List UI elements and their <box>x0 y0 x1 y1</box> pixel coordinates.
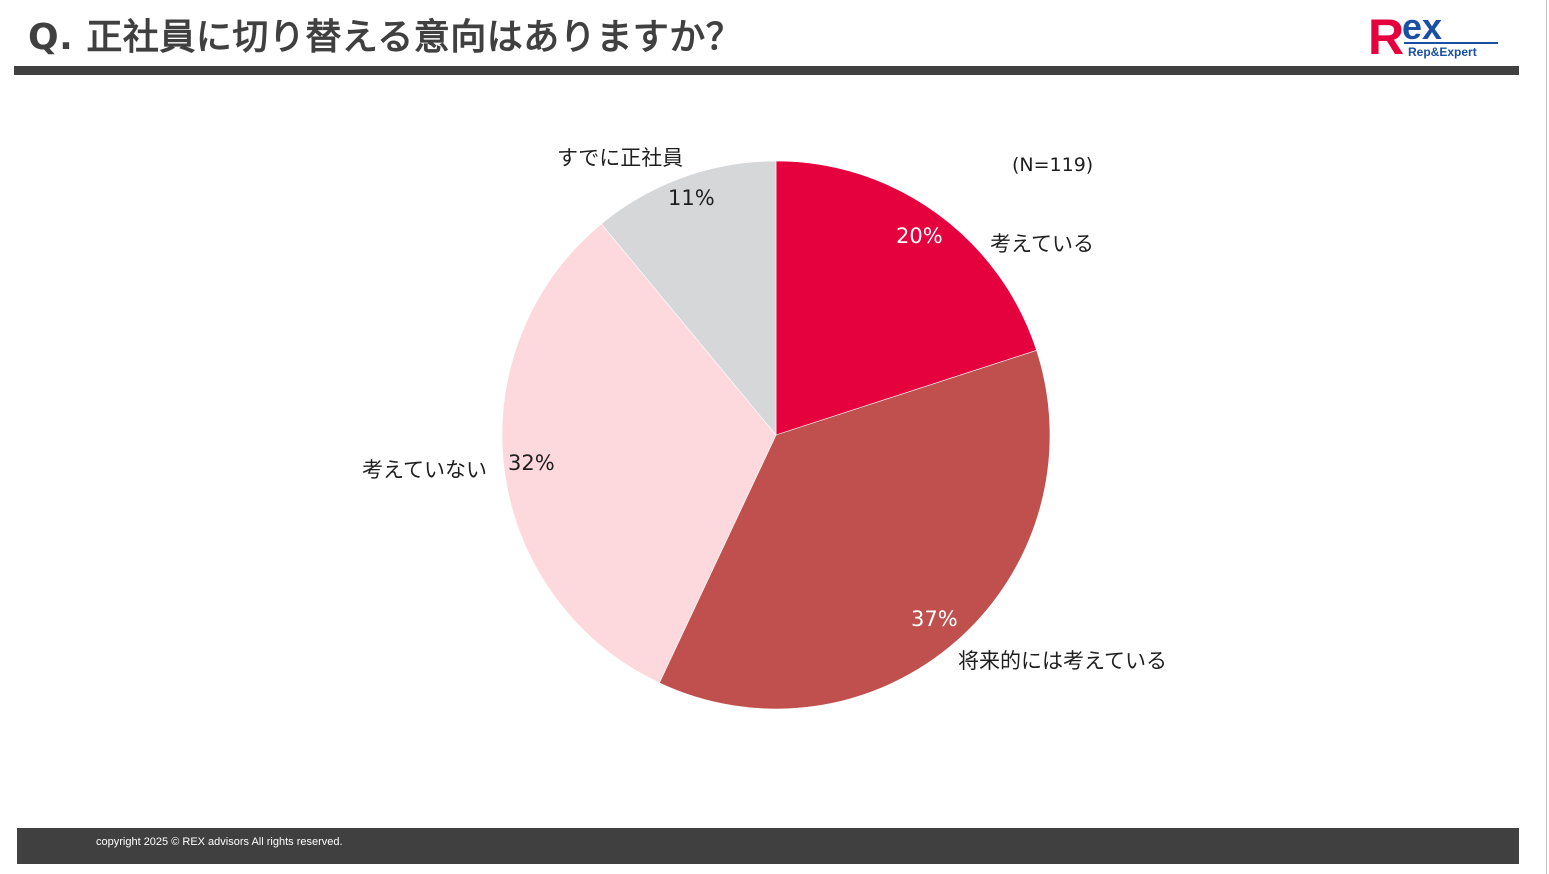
pie-slice-sudeni-seishain <box>600 160 777 436</box>
slice-label-kangaeteiru: 考えている <box>990 232 1094 256</box>
logo-underline <box>1404 42 1498 44</box>
logo-subtext: Rep&Expert <box>1408 45 1477 59</box>
sample-size-label: (N=119) <box>1012 154 1094 176</box>
slice-pct-shouraiteki: 37% <box>911 607 958 631</box>
slice-pct-sudeni-seishain: 11% <box>668 186 715 210</box>
slide-edge <box>1546 0 1547 874</box>
slice-pct-kangaeteiru: 20% <box>896 224 943 248</box>
copyright-text: copyright 2025 © REX advisors All rights… <box>96 836 343 848</box>
rex-logo: R ex Rep&Expert <box>1368 10 1498 60</box>
slice-label-shouraiteki: 将来的には考えている <box>958 649 1167 673</box>
logo-r: R <box>1368 10 1404 60</box>
slice-label-kangaeteinai: 考えていない <box>362 458 487 482</box>
pie-slice-kangaeteinai <box>501 223 777 684</box>
slice-pct-kangaeteinai: 32% <box>508 451 555 475</box>
slice-label-sudeni-seishain: すでに正社員 <box>557 146 684 170</box>
title-divider <box>14 66 1519 75</box>
logo-ex: ex <box>1402 10 1442 47</box>
page-title: Q. 正社員に切り替える意向はありますか？ <box>28 17 743 58</box>
pie-slice-kangaeteiru <box>775 160 1037 436</box>
footer-bar: copyright 2025 © REX advisors All rights… <box>17 828 1519 864</box>
pie-slice-shouraiteki <box>658 349 1051 710</box>
